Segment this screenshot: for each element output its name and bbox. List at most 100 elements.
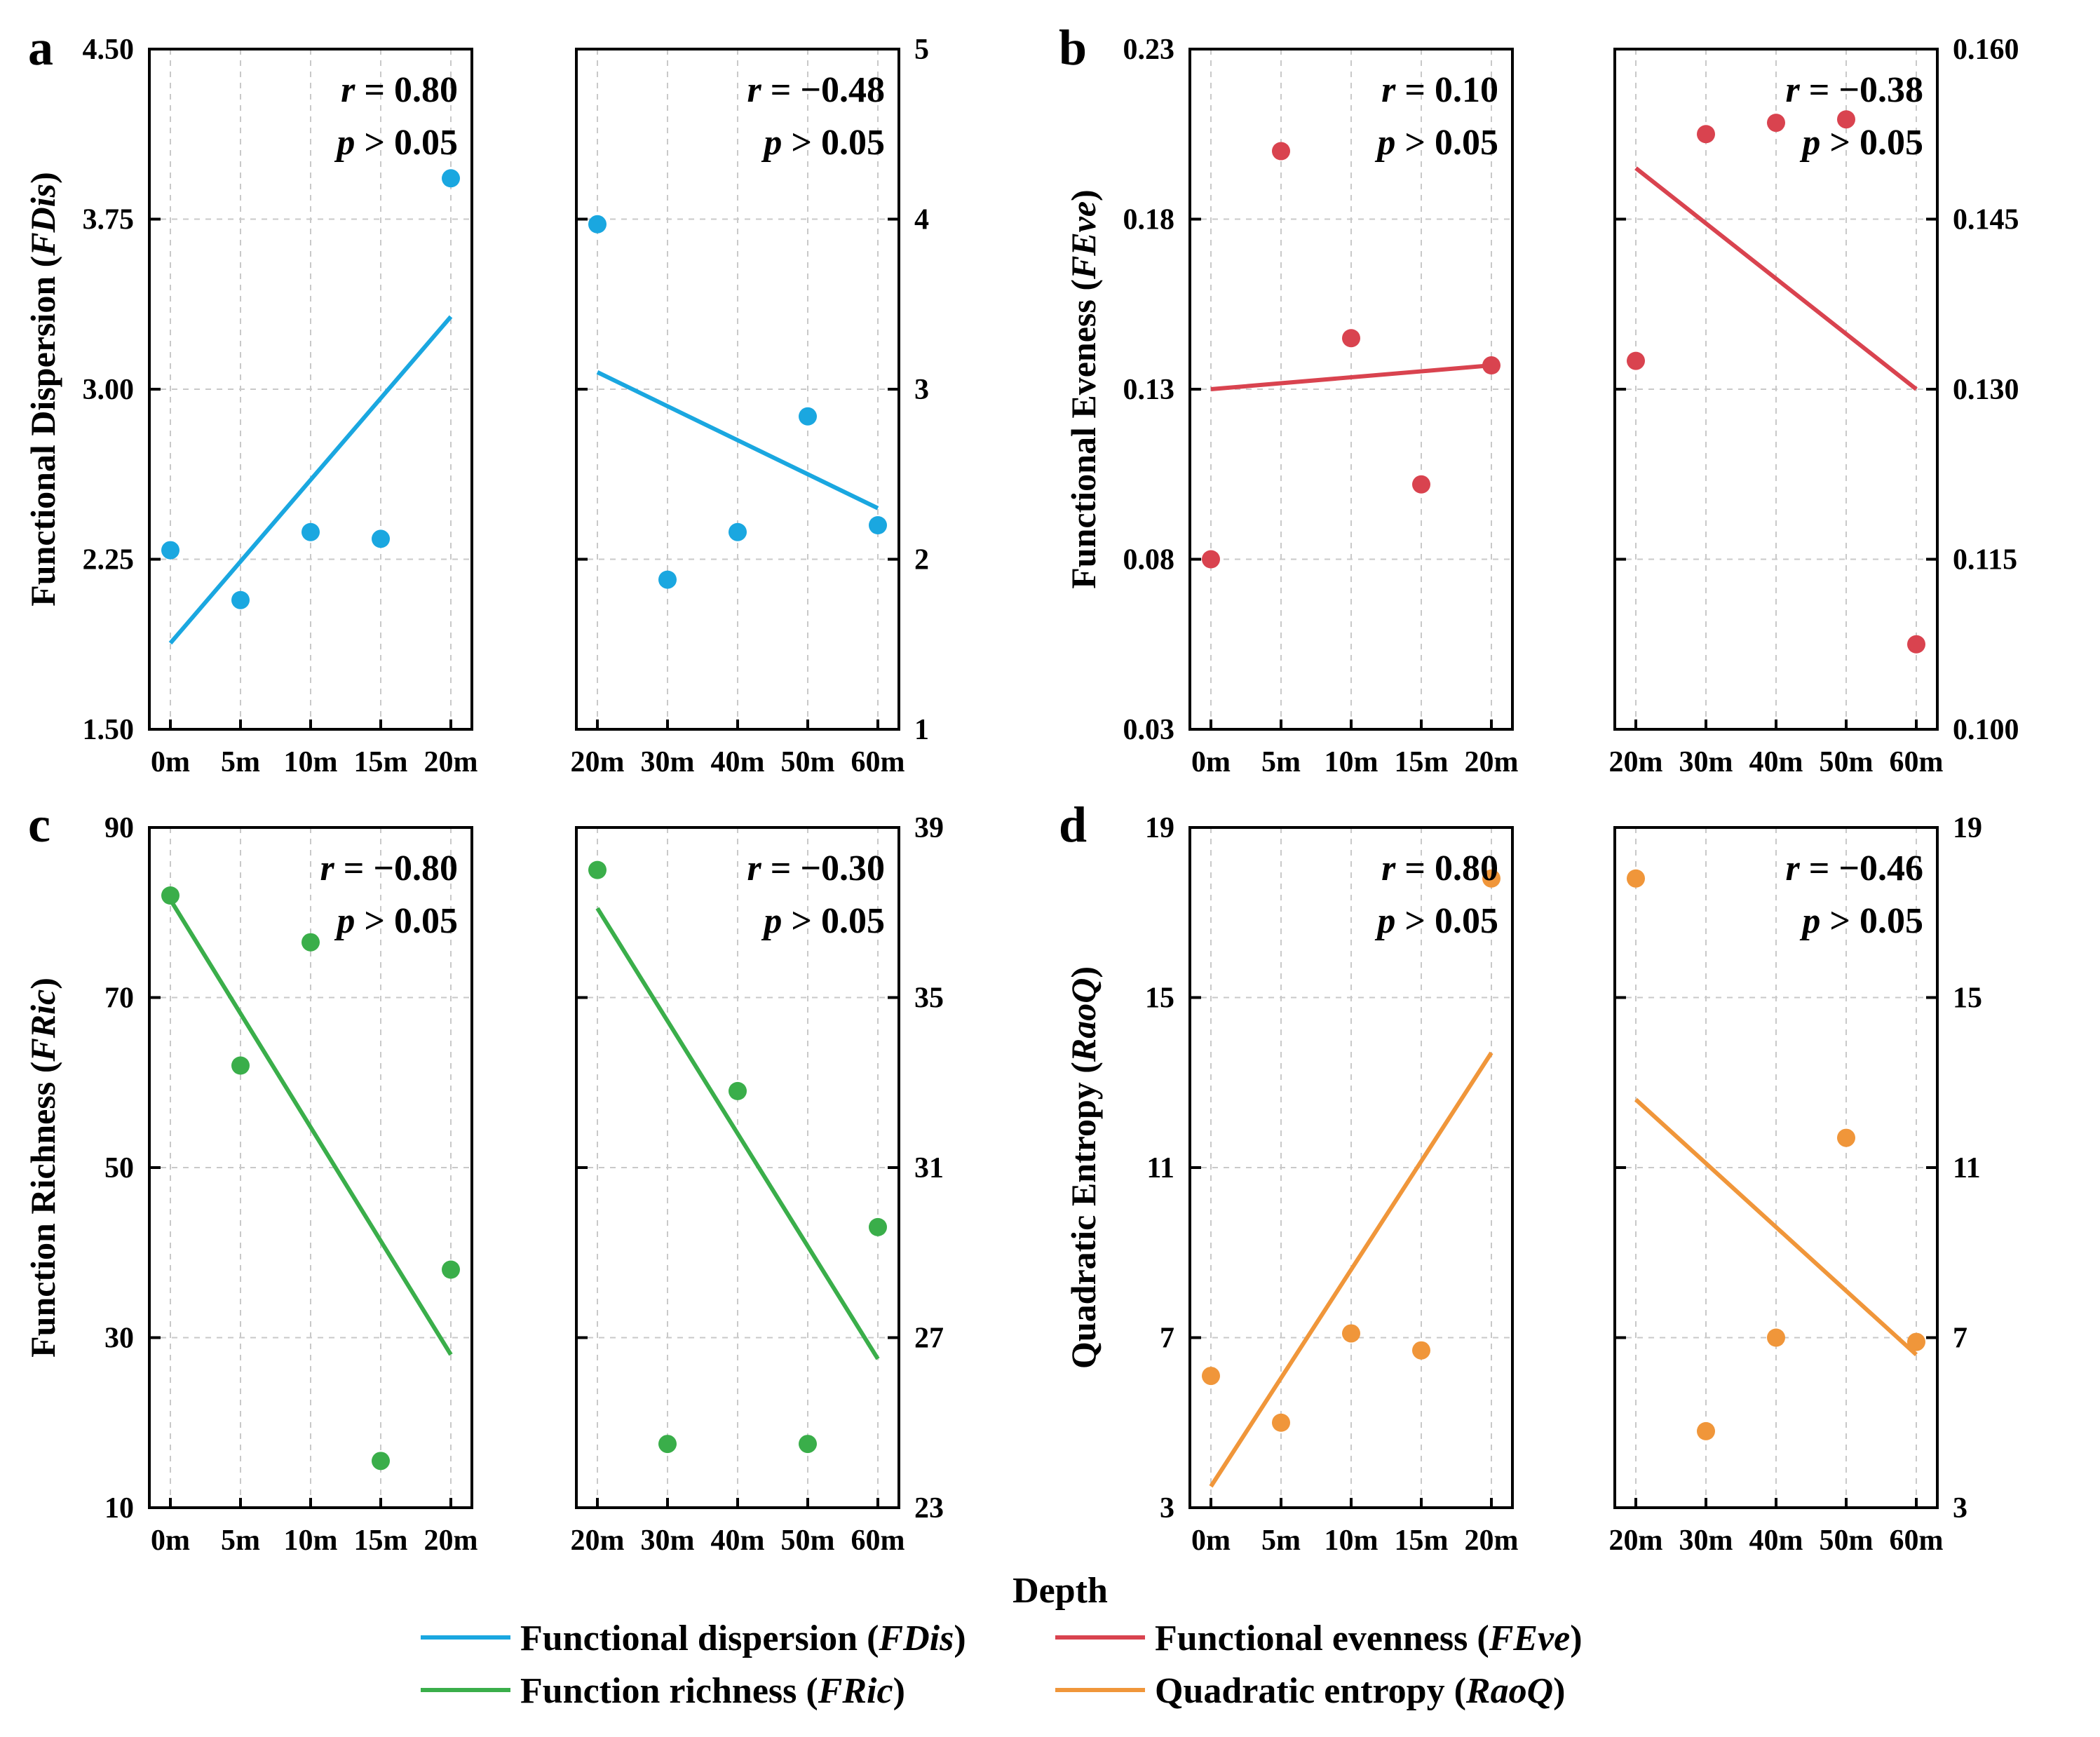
data-point: [1412, 1341, 1430, 1360]
x-tick-label: 50m: [1820, 746, 1874, 778]
y-tick-label: 90: [104, 812, 134, 844]
r-value-label: r = 0.80: [1381, 849, 1498, 888]
x-tick-label: 5m: [1261, 1525, 1301, 1557]
legend-item: Function richness (FRic): [421, 1671, 905, 1711]
p-value-label: p > 0.05: [1799, 901, 1923, 941]
y-tick-label: 0.18: [1123, 204, 1175, 236]
legend-label: Functional dispersion (FDis): [520, 1618, 966, 1658]
y-tick-label: 3.00: [83, 374, 135, 406]
x-tick-label: 10m: [1325, 1525, 1378, 1557]
data-point: [1907, 635, 1925, 654]
y-axis-label-a: Functional Dispersion (FDis): [23, 172, 62, 607]
subplot-d-left: 3 7 11 15 19 0m 5m 10m 15m 20m r = 0.80 p > 0.05: [1145, 812, 1519, 1557]
data-point: [302, 522, 320, 541]
x-tick-label: 10m: [284, 1525, 338, 1557]
y-tick-label: 1: [914, 714, 929, 746]
y-tick-label: 11: [1953, 1152, 1981, 1184]
x-tick-label: 40m: [1749, 746, 1803, 778]
data-point: [869, 516, 887, 534]
data-point: [1837, 110, 1855, 129]
p-value-label: p > 0.05: [1799, 123, 1923, 163]
data-point: [1697, 125, 1715, 144]
panel-letter-d: d: [1059, 797, 1087, 853]
y-tick-label: 0.115: [1953, 544, 2017, 576]
fit-line: [595, 907, 880, 1360]
y-tick-label: 7: [1953, 1323, 1967, 1355]
y-tick-label: 19: [1953, 812, 1982, 844]
data-point: [231, 1056, 250, 1075]
data-point: [1202, 1367, 1220, 1386]
x-tick-label: 0m: [151, 1525, 190, 1557]
fit-line: [596, 370, 879, 511]
p-value-label: p > 0.05: [761, 901, 885, 941]
y-tick-label: 23: [914, 1492, 944, 1525]
p-value-label: p > 0.05: [334, 123, 458, 163]
subplot-b-left: 0.03 0.08 0.13 0.18 0.23 0m 5m 10m 15m 20m r = 0.1…: [1123, 34, 1519, 778]
data-point: [1202, 550, 1220, 569]
x-tick-label: 50m: [781, 746, 835, 778]
p-value-label: p > 0.05: [334, 901, 458, 941]
x-tick-label: 30m: [1679, 746, 1733, 778]
data-point: [372, 1452, 390, 1471]
panel-letter-a: a: [28, 20, 53, 76]
y-tick-label: 3.75: [83, 204, 135, 236]
data-point: [442, 1260, 460, 1279]
r-value-label: r = −0.46: [1785, 849, 1923, 888]
x-tick-label: 60m: [1890, 746, 1944, 778]
data-point: [869, 1217, 887, 1236]
x-tick-label: 20m: [1609, 746, 1663, 778]
r-value-label: r = 0.10: [1381, 70, 1498, 110]
legend-item: Functional evenness (FEve): [1055, 1618, 1583, 1658]
fit-line: [168, 315, 453, 645]
fit-line: [1210, 363, 1492, 391]
y-tick-label: 70: [104, 982, 134, 1015]
y-tick-label: 1.50: [83, 714, 135, 746]
y-tick-label: 27: [914, 1323, 944, 1355]
x-tick-label: 60m: [851, 1525, 905, 1557]
subplot-b-right: 0.100 0.115 0.130 0.145 0.160 20m 30m 40m 50m 60m…: [1609, 34, 2019, 778]
data-point: [588, 215, 607, 234]
data-point: [302, 933, 320, 952]
fit-line: [168, 898, 453, 1356]
y-tick-label: 3: [914, 374, 929, 406]
y-tick-label: 19: [1145, 812, 1174, 844]
data-point: [1412, 475, 1430, 494]
p-value-label: p > 0.05: [761, 123, 885, 163]
r-value-label: r = −0.48: [747, 70, 885, 110]
data-point: [658, 570, 677, 589]
x-tick-label: 30m: [641, 1525, 695, 1557]
data-point: [799, 1435, 817, 1454]
data-point: [1482, 869, 1501, 888]
y-axis-label-b: Functional Eveness (FEve): [1064, 189, 1103, 588]
y-tick-label: 0.08: [1123, 544, 1175, 576]
x-tick-label: 5m: [221, 746, 260, 778]
x-tick-label: 15m: [354, 746, 408, 778]
y-tick-label: 11: [1146, 1152, 1174, 1184]
y-axis-label-d: Quadratic Entropy (RaoQ): [1064, 966, 1103, 1369]
y-axis-label-c: Function Richness (FRic): [23, 978, 62, 1358]
legend-label: Quadratic entropy (RaoQ): [1155, 1671, 1565, 1711]
data-point: [729, 522, 747, 541]
y-tick-label: 0.03: [1123, 714, 1175, 746]
subplot-c-right: 23 27 31 35 39 20m 30m 40m 50m 60m r = −0.30 p > 0.…: [571, 812, 944, 1557]
y-tick-label: 10: [104, 1492, 134, 1525]
subplot-d-right: 3 7 11 15 19 20m 30m 40m 50m 60m r = −0.46 p > 0.05: [1609, 812, 1983, 1557]
x-tick-label: 50m: [781, 1525, 835, 1557]
subplot-c-left: 10 30 50 70 90 0m 5m 10m 15m 20m r = −0.80 p > 0.05: [104, 812, 478, 1557]
data-point: [1767, 114, 1785, 133]
data-point: [161, 541, 179, 560]
x-tick-label: 20m: [1465, 746, 1519, 778]
x-tick-label: 20m: [1465, 1525, 1519, 1557]
x-tick-label: 15m: [1395, 746, 1449, 778]
data-point: [1627, 351, 1645, 370]
legend-label: Functional evenness (FEve): [1155, 1618, 1583, 1658]
y-tick-label: 3: [1160, 1492, 1174, 1525]
x-tick-label: 15m: [354, 1525, 408, 1557]
r-value-label: r = −0.38: [1785, 70, 1923, 110]
fit-line: [1634, 166, 1918, 391]
x-tick-label: 40m: [711, 746, 765, 778]
data-point: [729, 1081, 747, 1100]
x-tick-label: 50m: [1820, 1525, 1874, 1557]
legend: Functional dispersion (FDis) Functional e…: [421, 1618, 1583, 1711]
panel-letter-b: b: [1059, 20, 1087, 76]
